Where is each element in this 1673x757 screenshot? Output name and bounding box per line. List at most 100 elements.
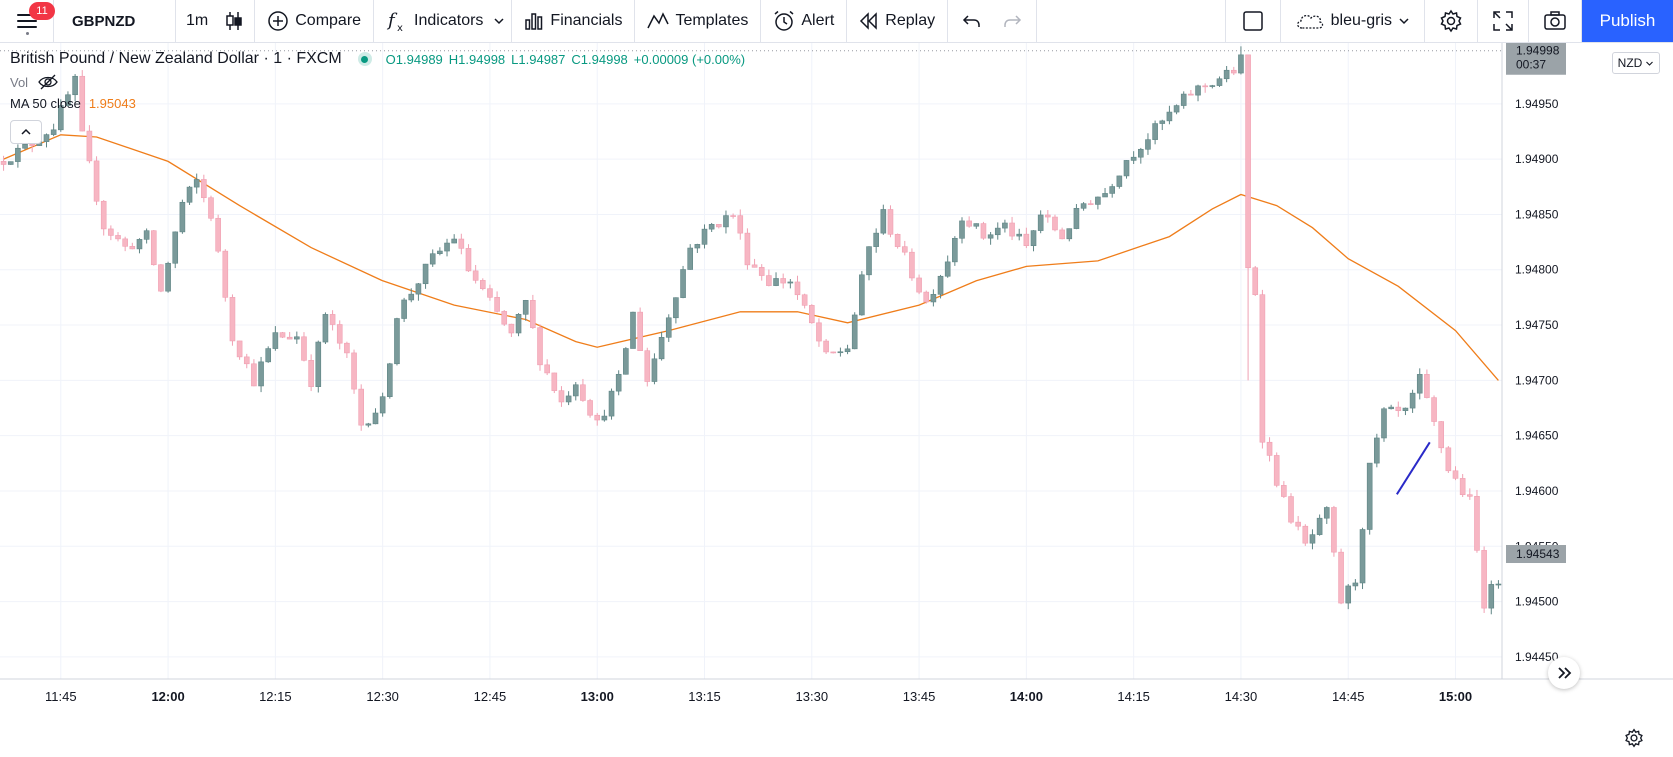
time-axis-bg bbox=[0, 679, 1673, 757]
alert-button[interactable]: Alert bbox=[765, 0, 842, 42]
candle-body bbox=[1252, 267, 1259, 295]
time-tick-label: 14:00 bbox=[1010, 689, 1043, 704]
dot-icon bbox=[26, 32, 29, 35]
interval-group: 1m bbox=[176, 0, 256, 42]
candle-body bbox=[1102, 193, 1108, 198]
financials-button[interactable]: Financials bbox=[516, 0, 630, 42]
candle-body bbox=[1445, 447, 1452, 472]
price-tick-label: 1.94900 bbox=[1515, 152, 1559, 166]
countdown-label: 00:37 bbox=[1516, 58, 1546, 72]
main-menu-button[interactable]: 11 bbox=[0, 0, 55, 42]
candle-body bbox=[651, 358, 658, 382]
candle-body bbox=[315, 341, 322, 387]
indicators-dropdown-button[interactable] bbox=[491, 0, 507, 42]
candle-body bbox=[887, 209, 894, 235]
candle-body bbox=[608, 390, 615, 417]
candle-body bbox=[1045, 214, 1051, 218]
candle-body bbox=[1402, 407, 1409, 412]
candle-body bbox=[630, 311, 636, 349]
candle-body bbox=[723, 215, 729, 228]
compare-group: Compare bbox=[255, 0, 375, 42]
candle-body bbox=[1331, 507, 1337, 553]
candle-body bbox=[1009, 222, 1015, 237]
candle-body bbox=[437, 250, 443, 255]
undo-button[interactable] bbox=[954, 0, 990, 42]
fullscreen-button[interactable] bbox=[1484, 0, 1522, 42]
settings-button[interactable] bbox=[1431, 0, 1471, 42]
snapshot-button[interactable] bbox=[1535, 0, 1575, 42]
publish-button[interactable]: Publish bbox=[1582, 0, 1673, 42]
candle-body bbox=[1388, 406, 1394, 410]
templates-button[interactable]: Templates bbox=[639, 0, 756, 42]
price-axis-bg bbox=[1502, 43, 1673, 757]
candle-body bbox=[43, 134, 50, 142]
candle-body bbox=[1495, 583, 1502, 586]
candle-body bbox=[930, 294, 937, 303]
candle-body bbox=[744, 232, 751, 266]
candle-body bbox=[236, 340, 243, 358]
select-layout-button[interactable] bbox=[1236, 0, 1270, 42]
candle-body bbox=[1087, 203, 1094, 205]
open-value: O1.94989 bbox=[385, 51, 443, 67]
candle-body bbox=[1138, 148, 1144, 158]
candle-body bbox=[100, 200, 107, 230]
candle-body bbox=[823, 340, 829, 353]
collapse-legend-button[interactable] bbox=[10, 120, 42, 144]
candle-body bbox=[222, 250, 229, 298]
candle-body bbox=[901, 246, 908, 253]
price-tick-label: 1.94450 bbox=[1515, 650, 1559, 664]
candle-body bbox=[716, 224, 722, 228]
replay-label: Replay bbox=[885, 12, 936, 29]
candle-body bbox=[937, 275, 944, 295]
candle-body bbox=[508, 323, 515, 334]
axis-settings-button[interactable] bbox=[1624, 728, 1644, 753]
scroll-to-realtime-button[interactable] bbox=[1548, 657, 1580, 689]
candle-body bbox=[673, 297, 679, 319]
candle-body bbox=[1180, 93, 1187, 106]
ma-line bbox=[3, 134, 1499, 381]
chart-area[interactable]: 1.944501.945001.945501.946001.946501.947… bbox=[0, 43, 1673, 757]
candle-body bbox=[1309, 534, 1316, 544]
time-axis[interactable]: 11:45 12:00 12:15 12:30 12:45 13:00 13:15 13:30… bbox=[0, 678, 1673, 757]
candle-body bbox=[1245, 54, 1251, 269]
square-icon bbox=[1242, 11, 1263, 31]
candle-body bbox=[1073, 207, 1080, 229]
time-tick-label: 12:30 bbox=[366, 689, 399, 704]
layout-button[interactable]: bleu-gris bbox=[1287, 0, 1418, 42]
replay-group: Replay bbox=[847, 0, 949, 42]
candle-body bbox=[737, 215, 744, 234]
candle-body bbox=[572, 384, 579, 397]
layout-name: bleu-gris bbox=[1330, 12, 1392, 29]
candle-body bbox=[1395, 406, 1402, 412]
symbol-search-button[interactable]: GBPNZD bbox=[54, 0, 176, 42]
candle-body bbox=[201, 179, 207, 199]
candle-body bbox=[515, 314, 522, 334]
vol-label: Vol bbox=[10, 74, 29, 90]
candle-body bbox=[558, 390, 565, 403]
candle-body bbox=[65, 94, 71, 106]
settings-group bbox=[1425, 0, 1478, 42]
candle-body bbox=[873, 232, 879, 247]
candle-body bbox=[916, 277, 922, 293]
price-axis[interactable]: 1.944501.945001.945501.946001.946501.947… bbox=[1501, 43, 1673, 757]
chart-style-button[interactable] bbox=[216, 0, 252, 42]
candle-body bbox=[193, 179, 200, 188]
cloud-icon bbox=[1296, 14, 1323, 29]
candle-body bbox=[544, 364, 550, 374]
candle-body bbox=[1359, 529, 1366, 584]
eye-hidden-icon[interactable] bbox=[38, 74, 58, 90]
compare-button[interactable]: Compare bbox=[259, 0, 369, 42]
candle-body bbox=[1452, 470, 1459, 479]
interval-button[interactable]: 1m bbox=[186, 12, 209, 29]
candle-body bbox=[1424, 374, 1430, 398]
replay-button[interactable]: Replay bbox=[851, 0, 943, 42]
currency-select[interactable]: NZD bbox=[1612, 52, 1660, 74]
redo-button[interactable] bbox=[994, 0, 1030, 42]
candle-body bbox=[701, 228, 708, 245]
candle-body bbox=[501, 311, 508, 325]
symbol-title[interactable]: British Pound / New Zealand Dollar · 1 ·… bbox=[10, 50, 342, 67]
ohlc-values: O1.94989 H1.94998 L1.94987 C1.94998 +0.0… bbox=[386, 52, 745, 67]
candle-body bbox=[1273, 455, 1280, 486]
candle-body bbox=[730, 215, 736, 217]
